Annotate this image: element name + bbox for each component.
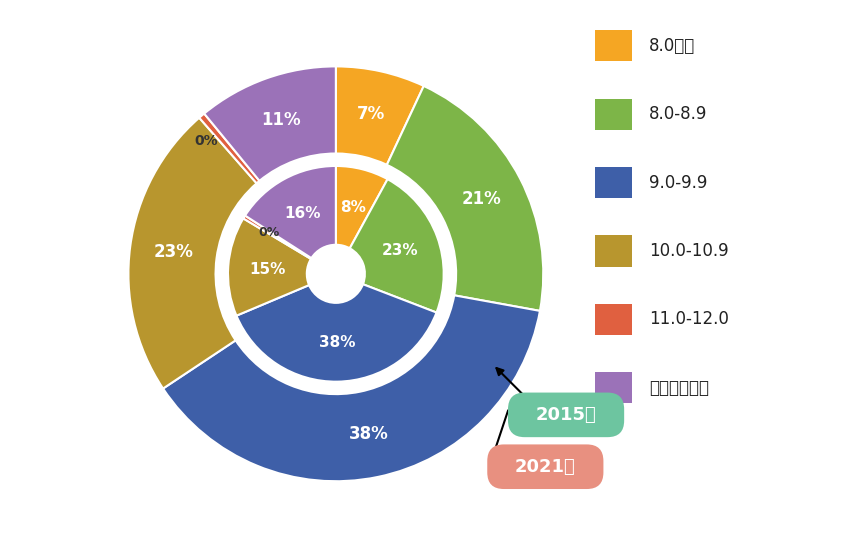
- Text: 0%: 0%: [259, 226, 280, 239]
- FancyBboxPatch shape: [488, 444, 604, 489]
- FancyBboxPatch shape: [595, 235, 633, 267]
- Wedge shape: [387, 86, 544, 311]
- Wedge shape: [336, 166, 388, 248]
- Wedge shape: [199, 113, 259, 183]
- Text: 8.0-8.9: 8.0-8.9: [649, 105, 707, 123]
- Text: 2021年: 2021年: [515, 458, 576, 476]
- FancyBboxPatch shape: [595, 304, 633, 335]
- Text: 8%: 8%: [340, 200, 365, 215]
- Text: 38%: 38%: [319, 335, 355, 350]
- Text: 23%: 23%: [153, 243, 193, 261]
- Text: 2015年: 2015年: [536, 406, 596, 424]
- Wedge shape: [128, 118, 257, 388]
- Text: 9.0-9.9: 9.0-9.9: [649, 174, 707, 191]
- Text: 15%: 15%: [249, 262, 286, 277]
- Text: 11%: 11%: [261, 110, 300, 128]
- Wedge shape: [237, 284, 437, 382]
- Text: 専門医に相談: 専門医に相談: [649, 379, 709, 397]
- Text: 16%: 16%: [285, 206, 321, 222]
- Wedge shape: [245, 166, 336, 258]
- Wedge shape: [228, 218, 311, 316]
- Wedge shape: [243, 215, 311, 259]
- Text: 21%: 21%: [461, 190, 501, 208]
- Text: 0%: 0%: [195, 134, 219, 148]
- Wedge shape: [336, 66, 424, 165]
- FancyBboxPatch shape: [595, 372, 633, 403]
- FancyBboxPatch shape: [595, 99, 633, 129]
- Text: 11.0-12.0: 11.0-12.0: [649, 310, 729, 329]
- FancyBboxPatch shape: [508, 393, 624, 437]
- Text: 38%: 38%: [349, 425, 388, 443]
- Wedge shape: [349, 179, 444, 312]
- Text: 23%: 23%: [382, 243, 418, 258]
- FancyBboxPatch shape: [595, 167, 633, 198]
- Wedge shape: [204, 66, 336, 181]
- Text: 10.0-10.9: 10.0-10.9: [649, 242, 728, 260]
- Text: 8.0未満: 8.0未満: [649, 37, 695, 55]
- FancyBboxPatch shape: [595, 30, 633, 61]
- Wedge shape: [163, 295, 540, 481]
- Text: 7%: 7%: [357, 105, 386, 123]
